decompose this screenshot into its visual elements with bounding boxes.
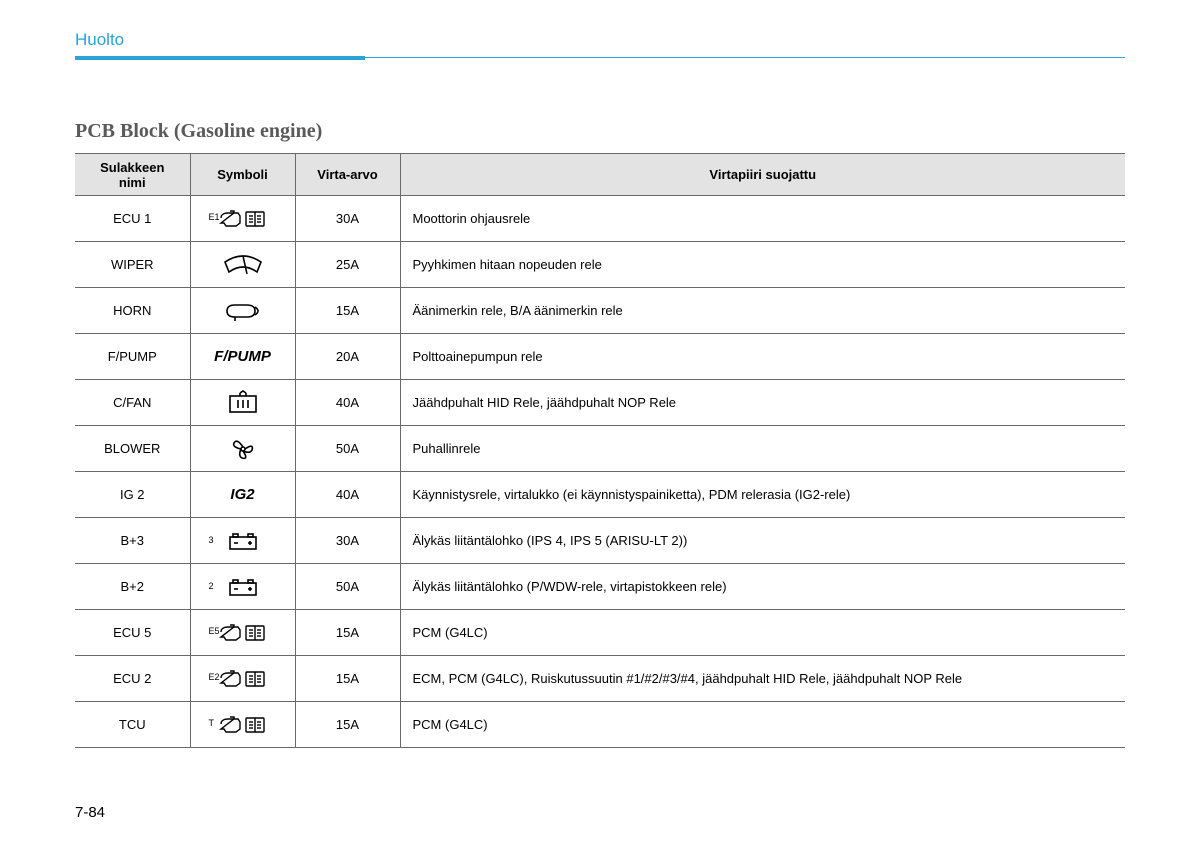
table-row: B+3 3 30A Älykäs liitäntälohko (IPS 4, I…: [75, 518, 1125, 564]
cell-symbol: E5: [190, 610, 295, 656]
cell-desc: Puhallinrele: [400, 426, 1125, 472]
section-header: Huolto: [75, 30, 1125, 60]
cell-desc: Jäähdpuhalt HID Rele, jäähdpuhalt NOP Re…: [400, 380, 1125, 426]
col-header-amp: Virta-arvo: [295, 154, 400, 196]
cell-name: F/PUMP: [75, 334, 190, 380]
page-number: 7-84: [75, 804, 105, 821]
section-title: Huolto: [75, 30, 1125, 52]
symbol-engine-book-icon: E5: [191, 620, 295, 646]
table-row: TCU T 15A PCM (G4LC): [75, 702, 1125, 748]
cell-amp: 50A: [295, 564, 400, 610]
cell-symbol: T: [190, 702, 295, 748]
table-row: C/FAN 40A Jäähdpuhalt HID Rele, jäähdpuh…: [75, 380, 1125, 426]
table-header-row: Sulakkeen nimi Symboli Virta-arvo Virtap…: [75, 154, 1125, 196]
cell-desc: PCM (G4LC): [400, 702, 1125, 748]
symbol-blower-icon: [191, 434, 295, 464]
cell-name: WIPER: [75, 242, 190, 288]
cell-amp: 25A: [295, 242, 400, 288]
cell-desc: Pyyhkimen hitaan nopeuden rele: [400, 242, 1125, 288]
table-row: ECU 5 E5 15A PCM (G4LC): [75, 610, 1125, 656]
cell-name: C/FAN: [75, 380, 190, 426]
symbol-battery-icon: 2: [191, 575, 295, 599]
table-row: ECU 1 E1 30A Moottorin ohjausrele: [75, 196, 1125, 242]
cell-amp: 15A: [295, 288, 400, 334]
cell-desc: Polttoainepumpun rele: [400, 334, 1125, 380]
cell-symbol: F/PUMP: [190, 334, 295, 380]
symbol-battery-icon: 3: [191, 529, 295, 553]
cell-amp: 40A: [295, 380, 400, 426]
table-row: HORN 15A Äänimerkin rele, B/A äänimerkin…: [75, 288, 1125, 334]
cell-amp: 15A: [295, 610, 400, 656]
cell-name: B+2: [75, 564, 190, 610]
cell-symbol: [190, 242, 295, 288]
cell-amp: 15A: [295, 702, 400, 748]
cell-desc: Älykäs liitäntälohko (IPS 4, IPS 5 (ARIS…: [400, 518, 1125, 564]
cell-symbol: E2: [190, 656, 295, 702]
table-row: F/PUMP F/PUMP 20A Polttoainepumpun rele: [75, 334, 1125, 380]
cell-amp: 30A: [295, 196, 400, 242]
cell-name: ECU 2: [75, 656, 190, 702]
header-rule: [75, 56, 1125, 60]
cell-symbol: [190, 380, 295, 426]
cell-amp: 20A: [295, 334, 400, 380]
cell-desc: ECM, PCM (G4LC), Ruiskutussuutin #1/#2/#…: [400, 656, 1125, 702]
table-row: WIPER 25A Pyyhkimen hitaan nopeuden rele: [75, 242, 1125, 288]
cell-name: ECU 1: [75, 196, 190, 242]
table-row: BLOWER 50A Puhallinrele: [75, 426, 1125, 472]
symbol-engine-book-icon: E1: [191, 206, 295, 232]
col-header-symbol: Symboli: [190, 154, 295, 196]
col-header-name: Sulakkeen nimi: [75, 154, 190, 196]
table-row: ECU 2 E2 15A ECM, PCM (G4LC), Ruiskutuss…: [75, 656, 1125, 702]
table-row: IG 2 IG2 40A Käynnistysrele, virtalukko …: [75, 472, 1125, 518]
cell-name: IG 2: [75, 472, 190, 518]
cell-desc: Moottorin ohjausrele: [400, 196, 1125, 242]
cell-name: TCU: [75, 702, 190, 748]
cell-desc: Älykäs liitäntälohko (P/WDW-rele, virtap…: [400, 564, 1125, 610]
cell-amp: 40A: [295, 472, 400, 518]
cell-symbol: E1: [190, 196, 295, 242]
symbol-engine-book-icon: E2: [191, 666, 295, 692]
cell-name: ECU 5: [75, 610, 190, 656]
cell-symbol: [190, 288, 295, 334]
cell-desc: PCM (G4LC): [400, 610, 1125, 656]
symbol-fanbox-icon: [191, 390, 295, 416]
cell-name: BLOWER: [75, 426, 190, 472]
cell-amp: 15A: [295, 656, 400, 702]
cell-amp: 30A: [295, 518, 400, 564]
fuse-table: Sulakkeen nimi Symboli Virta-arvo Virtap…: [75, 153, 1125, 748]
cell-symbol: 2: [190, 564, 295, 610]
table-title: PCB Block (Gasoline engine): [75, 120, 1125, 143]
cell-symbol: 3: [190, 518, 295, 564]
cell-symbol: IG2: [190, 472, 295, 518]
symbol-text-icon: IG2: [191, 486, 295, 503]
cell-symbol: [190, 426, 295, 472]
col-header-desc: Virtapiiri suojattu: [400, 154, 1125, 196]
symbol-wiper-icon: [191, 252, 295, 278]
table-row: B+2 2 50A Älykäs liitäntälohko (P/WDW-re…: [75, 564, 1125, 610]
cell-desc: Käynnistysrele, virtalukko (ei käynnisty…: [400, 472, 1125, 518]
cell-desc: Äänimerkin rele, B/A äänimerkin rele: [400, 288, 1125, 334]
cell-name: B+3: [75, 518, 190, 564]
symbol-text-icon: F/PUMP: [191, 348, 295, 365]
cell-name: HORN: [75, 288, 190, 334]
cell-amp: 50A: [295, 426, 400, 472]
symbol-horn-icon: [191, 299, 295, 323]
symbol-engine-book-icon: T: [191, 712, 295, 738]
